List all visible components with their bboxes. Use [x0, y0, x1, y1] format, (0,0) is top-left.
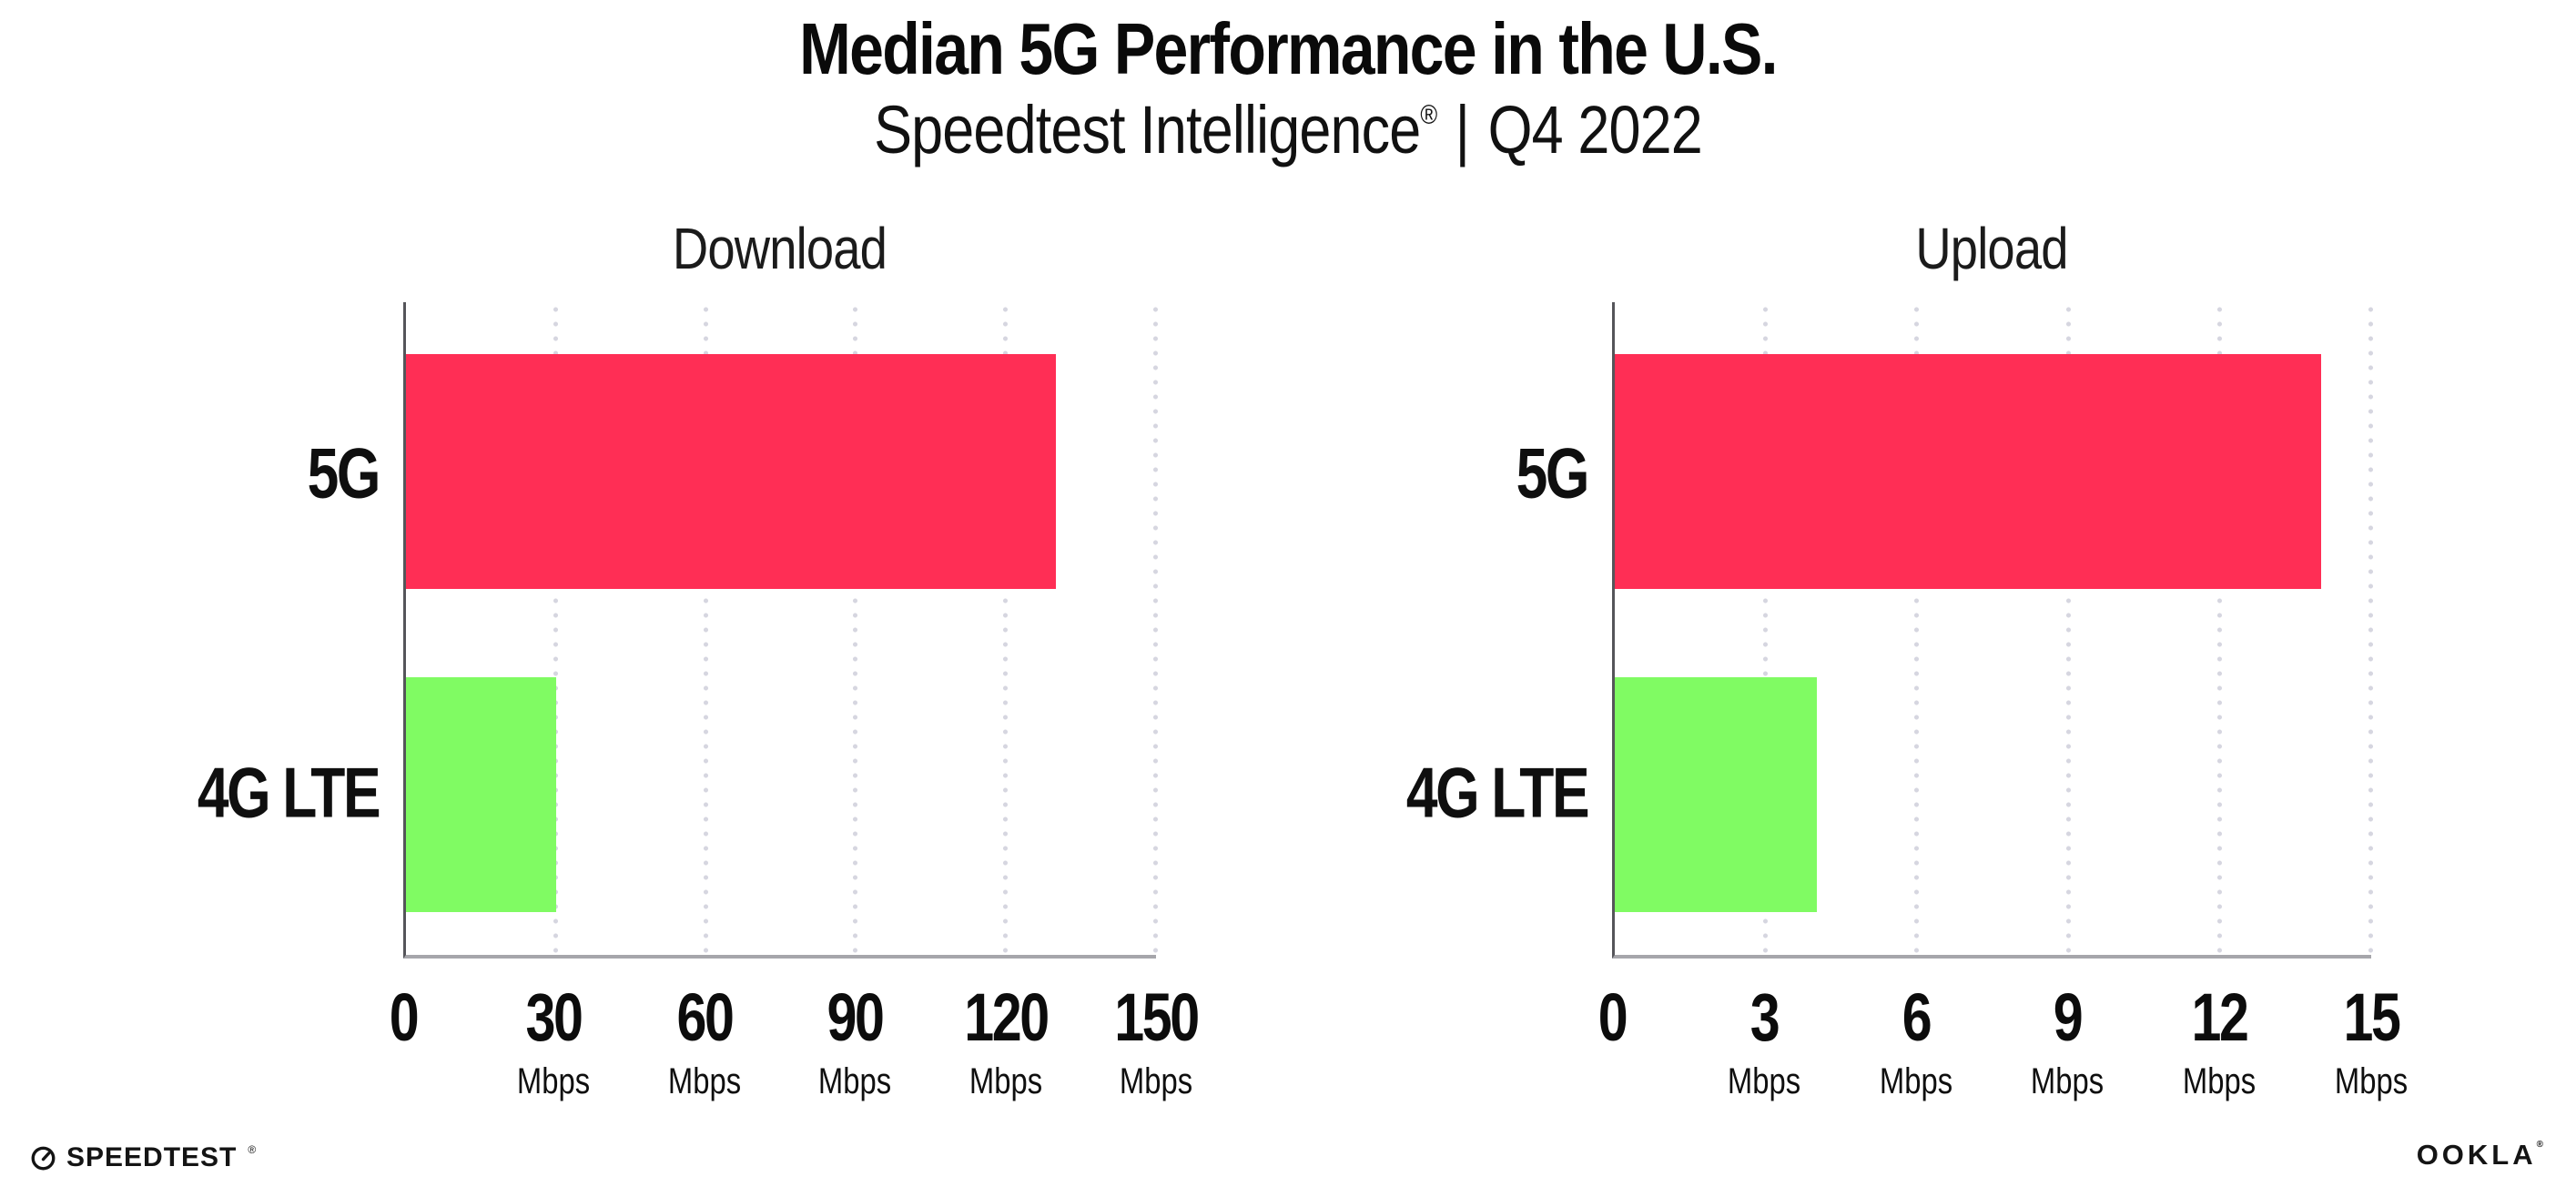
tick-unit: Mbps — [2031, 1061, 2104, 1101]
ookla-logo-text: OOKLA — [2416, 1139, 2537, 1171]
tick-value: 90 — [827, 979, 885, 1055]
gridline — [1763, 302, 1769, 955]
tick-unit: Mbps — [1119, 1061, 1193, 1101]
tick-15: 15 Mbps — [2327, 955, 2416, 1102]
category-label-4g-lte: 4G LTE — [1405, 752, 1590, 833]
tick-120: 120 Mbps — [953, 955, 1057, 1102]
tick-30: 30 Mbps — [509, 955, 598, 1102]
tick-value: 0 — [389, 979, 420, 1055]
gridline — [703, 302, 708, 955]
tick-unit: Mbps — [667, 1061, 741, 1101]
gridline — [2368, 302, 2373, 955]
tick-value: 6 — [1902, 979, 1932, 1055]
upload-chart-plot: 5G 4G LTE 0 3 Mbps 6 Mbps 9 Mbps 12 Mbps 15 Mbps — [1406, 302, 2408, 1101]
gridline — [1914, 302, 1920, 955]
gridline — [2065, 302, 2071, 955]
category-label-5g: 5G — [1516, 432, 1590, 513]
subtitle-separator: | — [1455, 92, 1470, 167]
tick-0: 0 — [386, 955, 421, 1056]
speedtest-logo: SPEEDTEST ® — [31, 1142, 256, 1173]
tick-12: 12 Mbps — [2175, 955, 2264, 1102]
tick-3: 3 Mbps — [1719, 955, 1809, 1102]
registered-mark: ® — [1420, 100, 1437, 131]
bar-4g-lte — [406, 676, 556, 912]
tick-value: 15 — [2343, 979, 2400, 1055]
tick-value: 60 — [676, 979, 734, 1055]
tick-unit: Mbps — [2334, 1061, 2409, 1101]
upload-chart-title: Upload — [1915, 216, 2068, 281]
tick-unit: Mbps — [2183, 1061, 2257, 1101]
category-label-5g: 5G — [307, 432, 381, 513]
tick-150: 150 Mbps — [1104, 955, 1208, 1102]
bar-4g-lte — [1615, 676, 1817, 912]
tick-unit: Mbps — [1879, 1061, 1952, 1101]
gridline — [1153, 302, 1158, 955]
gridline — [853, 302, 858, 955]
tick-9: 9 Mbps — [2023, 955, 2112, 1102]
bar-5g — [406, 354, 1057, 590]
x-axis-tick-labels: 0 3 Mbps 6 Mbps 9 Mbps 12 Mbps 15 Mbps — [1598, 955, 2408, 1146]
speedtest-logo-text: SPEEDTEST — [66, 1142, 238, 1172]
tick-value: 12 — [2191, 979, 2249, 1055]
subtitle-brand: Speedtest Intelligence — [874, 92, 1421, 167]
category-label-4g-lte: 4G LTE — [197, 752, 381, 833]
bar-5g — [1615, 354, 2321, 590]
tick-unit: Mbps — [969, 1061, 1042, 1101]
ookla-registered-mark: ® — [2536, 1140, 2547, 1150]
ookla-logo: OOKLA ® — [2417, 1139, 2547, 1172]
x-axis-tick-labels: 0 30 Mbps 60 Mbps 90 Mbps 120 Mbps 150 Mbps — [390, 955, 1200, 1146]
speedtest-gauge-icon — [31, 1146, 56, 1170]
gridline — [1003, 302, 1009, 955]
tick-value: 9 — [2054, 979, 2084, 1055]
download-chart-title: Download — [672, 216, 887, 281]
tick-unit: Mbps — [517, 1061, 591, 1101]
speedtest-trademark: ® — [248, 1143, 257, 1156]
tick-unit: Mbps — [1727, 1061, 1800, 1101]
tick-60: 60 Mbps — [660, 955, 749, 1102]
page-title: Median 5G Performance in the U.S. — [799, 8, 1778, 89]
tick-6: 6 Mbps — [1871, 955, 1961, 1102]
tick-value: 0 — [1597, 979, 1628, 1055]
gridline — [2216, 302, 2222, 955]
tick-0: 0 — [1595, 955, 1629, 1056]
tick-90: 90 Mbps — [810, 955, 899, 1102]
subtitle-period: Q4 2022 — [1487, 92, 1703, 167]
tick-value: 3 — [1749, 979, 1780, 1055]
gridline — [553, 302, 558, 955]
page-subtitle: Speedtest Intelligence® | Q4 2022 — [193, 91, 2383, 168]
tick-unit: Mbps — [818, 1061, 892, 1101]
tick-value: 120 — [963, 979, 1050, 1055]
download-chart-plot: 5G 4G LTE 0 30 Mbps 60 Mbps 90 Mbps 120 Mbps 150 Mbp… — [198, 302, 1200, 1101]
tick-value: 150 — [1114, 979, 1200, 1055]
tick-value: 30 — [525, 979, 583, 1055]
